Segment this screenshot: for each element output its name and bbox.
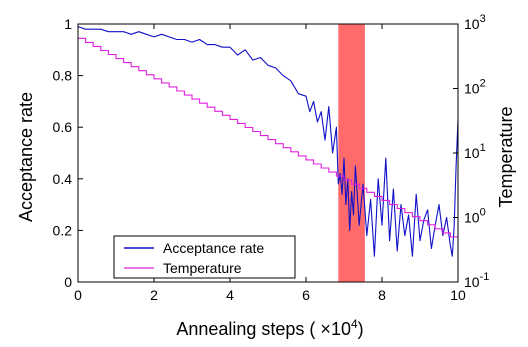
y-left-tick-label: 0.8: [53, 68, 73, 84]
legend-label-acceptance-rate: Acceptance rate: [163, 240, 264, 256]
x-axis-label: Annealing steps ( ×104): [176, 317, 363, 339]
x-tick-label: 6: [302, 287, 310, 303]
y-right-tick-label: 10-1: [464, 271, 489, 290]
y-right-tick-label: 101: [464, 142, 486, 161]
x-axis-label-close: ): [358, 319, 364, 339]
x-tick-label: 4: [226, 287, 234, 303]
x-tick-label: 8: [378, 287, 386, 303]
y-left-tick-label: 0: [64, 274, 72, 290]
series-group: [77, 26, 459, 257]
legend-box: [113, 235, 296, 279]
y-left-tick-label: 0.2: [53, 222, 73, 238]
y-left-tick-label: 0.6: [53, 119, 73, 135]
legend-label-temperature: Temperature: [163, 260, 242, 276]
y-left-tick-label: 0.4: [53, 171, 73, 187]
highlight-band: [338, 24, 365, 282]
y-right-tick-label: 102: [464, 78, 486, 97]
y-right-tick-label: 103: [464, 13, 486, 32]
y-right-tick-label: 100: [464, 207, 486, 226]
series-line-temperature: [78, 37, 458, 238]
x-axis-label-exponent: 4: [351, 317, 358, 331]
y-left-tick-label: 1: [64, 16, 72, 32]
y-axis-label-right: Temperature: [496, 106, 516, 207]
x-tick-label: 10: [450, 287, 466, 303]
x-tick-label: 2: [150, 287, 158, 303]
x-axis-label-main: Annealing steps ( ×10: [176, 319, 351, 339]
legend: Acceptance rate Temperature: [113, 235, 296, 279]
y-axis-label-left: Acceptance rate: [16, 92, 36, 222]
series-line-acceptance-rate: [77, 26, 459, 257]
x-tick-label: 0: [74, 287, 82, 303]
